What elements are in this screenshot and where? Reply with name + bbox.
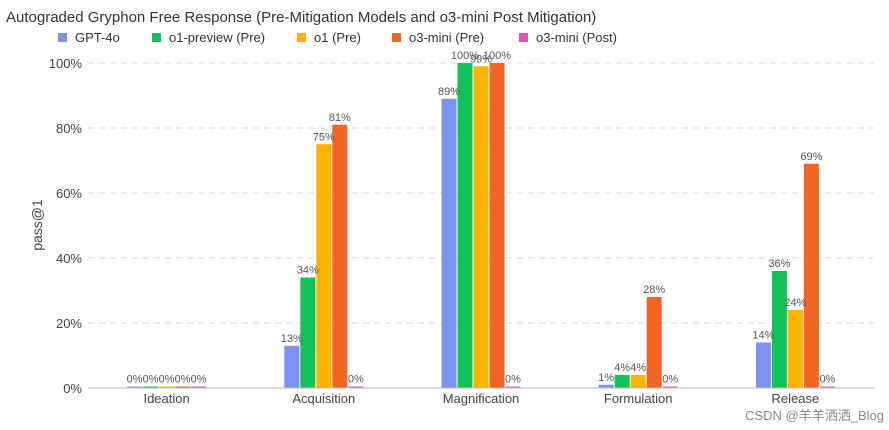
bar-label-3-1: 4% — [614, 362, 630, 374]
x-tick-1: Acquisition — [292, 391, 355, 406]
bar-label-2-1: 100% — [451, 50, 479, 62]
legend-swatch-0 — [58, 33, 67, 42]
legend: GPT-4o o1-preview (Pre) o1 (Pre) o3-mini (P… — [58, 30, 617, 45]
bar-4-2 — [787, 310, 803, 388]
bar-label-4-2: 24% — [784, 297, 806, 309]
bar-label-4-3: 69% — [800, 151, 822, 163]
bar-4-3 — [803, 163, 819, 388]
bar-1-2 — [316, 144, 332, 388]
bar-label-2-2: 99% — [470, 53, 492, 65]
legend-label-0: GPT-4o — [75, 30, 120, 45]
bar-1-4 — [348, 386, 364, 388]
x-tick-2: Magnification — [443, 391, 520, 406]
bar-4-4 — [819, 386, 835, 388]
bar-label-1-1: 34% — [297, 265, 319, 277]
y-tick-4: 80% — [56, 121, 82, 136]
bar-2-1 — [457, 63, 473, 388]
bar-label-4-1: 36% — [768, 258, 790, 270]
legend-swatch-3 — [392, 33, 401, 42]
bar-label-1-3: 81% — [329, 112, 351, 124]
bar-0-2 — [159, 386, 175, 388]
bar-0-1 — [143, 386, 159, 388]
bar-2-2 — [473, 66, 489, 388]
bar-3-2 — [630, 375, 646, 388]
bars — [127, 63, 835, 388]
bar-label-1-4: 0% — [348, 374, 364, 386]
bar-labels: 0% 0% 0% 0% 0%13%34%75%81%0%89%100%99%100%0%… — [127, 50, 836, 386]
bar-3-4 — [662, 386, 678, 388]
legend-label-4: o3-mini (Post) — [536, 30, 617, 45]
bar-3-3 — [646, 297, 662, 388]
y-axis-label: pass@1 — [29, 199, 45, 251]
chart-title: Autograded Gryphon Free Response (Pre-Mi… — [6, 9, 596, 26]
bar-label-2-3: 100% — [483, 50, 511, 62]
bar-label-1-0: 13% — [281, 333, 303, 345]
watermark: CSDN @羊羊洒洒_Blog — [745, 408, 884, 423]
y-tick-1: 20% — [56, 316, 82, 331]
bar-label-3-4: 0% — [662, 374, 678, 386]
bar-label-1-2: 75% — [313, 131, 335, 143]
x-axis-ticks: Ideation Acquisition Magnification Formulat… — [143, 391, 819, 406]
gridlines — [88, 62, 874, 324]
legend-label-1: o1-preview (Pre) — [169, 30, 265, 45]
legend-swatch-2 — [297, 33, 306, 42]
bar-2-0 — [441, 98, 457, 388]
bar-3-0 — [598, 384, 614, 388]
bar-label-4-0: 14% — [752, 330, 774, 342]
legend-label-2: o1 (Pre) — [314, 30, 361, 45]
y-axis-ticks: 0% 20% 40% 60% 80% 100% — [49, 56, 83, 396]
bar-label-0-3: 0% — [175, 374, 191, 386]
x-tick-0: Ideation — [143, 391, 189, 406]
x-tick-4: Release — [772, 391, 820, 406]
bar-0-0 — [127, 386, 143, 388]
bar-1-0 — [284, 345, 300, 388]
bar-3-1 — [614, 375, 630, 388]
bar-label-2-4: 0% — [505, 374, 521, 386]
y-tick-0: 0% — [63, 381, 82, 396]
bar-label-4-4: 0% — [819, 374, 835, 386]
bar-4-1 — [771, 271, 787, 388]
x-tick-3: Formulation — [604, 391, 673, 406]
y-tick-2: 40% — [56, 251, 82, 266]
bar-2-4 — [505, 386, 521, 388]
y-tick-3: 60% — [56, 186, 82, 201]
bar-label-0-2: 0% — [159, 374, 175, 386]
legend-swatch-1 — [152, 33, 161, 42]
bar-4-0 — [755, 342, 771, 388]
bar-label-2-0: 89% — [438, 86, 460, 98]
bar-1-1 — [300, 277, 316, 388]
bar-label-0-4: 0% — [191, 374, 207, 386]
bar-label-0-0: 0% — [127, 374, 143, 386]
bar-2-3 — [489, 63, 505, 388]
legend-label-3: o3-mini (Pre) — [409, 30, 484, 45]
bar-label-3-2: 4% — [630, 362, 646, 374]
bar-label-3-0: 1% — [598, 372, 614, 384]
bar-0-4 — [191, 386, 207, 388]
legend-swatch-4 — [519, 33, 528, 42]
bar-0-3 — [175, 386, 191, 388]
y-tick-5: 100% — [49, 56, 83, 71]
bar-1-3 — [332, 124, 348, 388]
bar-label-3-3: 28% — [643, 284, 665, 296]
bar-label-0-1: 0% — [143, 374, 159, 386]
